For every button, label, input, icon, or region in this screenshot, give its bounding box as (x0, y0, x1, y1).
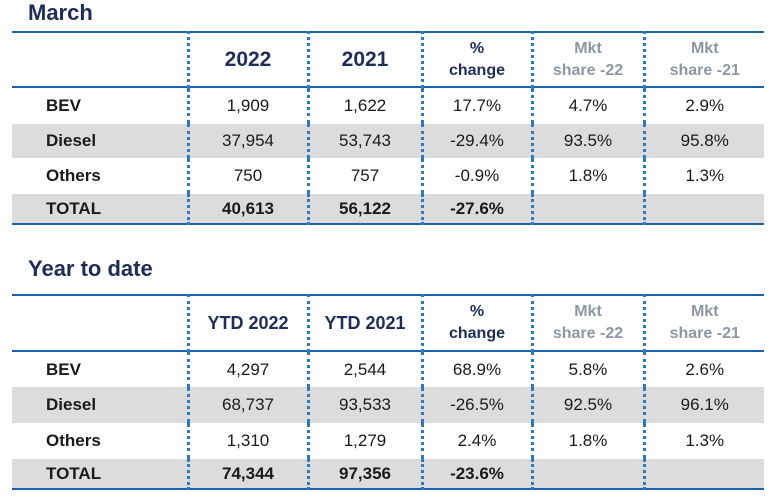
cell-mkt-21: 2.9% (642, 87, 764, 124)
table-row-total: TOTAL 74,344 97,356 -23.6% (12, 459, 764, 489)
cell-pct-change: -23.6% (420, 459, 532, 489)
cell-ytd-2022: 1,310 (186, 423, 308, 459)
ytd-table: YTD 2022 YTD 2021 % change Mkt share -22… (12, 294, 764, 490)
cell-mkt-22: 4.7% (530, 87, 644, 124)
mkt-share-22-header: Mkt share -22 (530, 295, 644, 352)
cell-2021: 1,622 (306, 87, 422, 124)
cell-pct-change: 68.9% (420, 351, 532, 387)
cell-mkt-22: 1.8% (530, 423, 644, 459)
table-row-bev: BEV 4,297 2,544 68.9% 5.8% 2.6% (12, 351, 764, 387)
header-row: 2022 2021 % change Mkt share -22 Mkt sha… (12, 32, 764, 88)
ytd-title: Year to date (28, 256, 153, 281)
table-row-diesel: Diesel 68,737 93,533 -26.5% 92.5% 96.1% (12, 387, 764, 423)
row-label: Others (46, 431, 101, 450)
row-label: Diesel (12, 387, 188, 423)
cell-mkt-22 (530, 194, 644, 224)
cell-ytd-2022: 68,737 (186, 387, 308, 423)
cell-mkt-22: 92.5% (530, 387, 644, 423)
row-label: BEV (46, 96, 81, 115)
cell-2021: 53,743 (306, 124, 422, 158)
mkt-word: Mkt (574, 39, 602, 57)
share-22-word: share -22 (552, 61, 624, 79)
cell-pct-change: -0.9% (420, 158, 532, 194)
share-21-word: share -21 (669, 61, 740, 79)
header-row: YTD 2022 YTD 2021 % change Mkt share -22… (12, 295, 764, 352)
cell-mkt-22: 1.8% (530, 158, 644, 194)
pct-change-header: % change (420, 295, 532, 352)
row-label: Diesel (12, 124, 188, 158)
mkt-share-21-header: Mkt share -21 (642, 295, 764, 352)
pct-change-header: % change (420, 32, 532, 88)
cell-ytd-2022: 74,344 (186, 459, 308, 489)
pct-symbol: % (469, 39, 485, 57)
mkt-word: Mkt (690, 39, 719, 57)
cell-mkt-21 (642, 459, 764, 489)
cell-2021: 56,122 (306, 194, 422, 224)
cell-2022: 750 (186, 158, 308, 194)
cell-ytd-2022: 4,297 (186, 351, 308, 387)
cell-mkt-21: 1.3% (642, 423, 764, 459)
table-row-others: Others 1,310 1,279 2.4% 1.8% 1.3% (12, 423, 764, 459)
mkt-share-22-header: Mkt share -22 (530, 32, 644, 88)
mkt-word: Mkt (574, 303, 602, 320)
cell-pct-change: 2.4% (420, 423, 532, 459)
cell-pct-change: -29.4% (420, 124, 532, 158)
row-label: Others (46, 166, 101, 185)
table-row-total: TOTAL 40,613 56,122 -27.6% (12, 194, 764, 224)
share-21-word: share -21 (669, 325, 740, 342)
cell-ytd-2021: 1,279 (306, 423, 422, 459)
mkt-share-21-header: Mkt share -21 (642, 32, 764, 88)
col-2022-header: 2022 (186, 32, 308, 88)
cell-pct-change: 17.7% (420, 87, 532, 124)
col-ytd-2021-header: YTD 2021 (306, 295, 422, 352)
cell-mkt-21: 96.1% (642, 387, 764, 423)
pct-change-word: change (448, 61, 505, 79)
pct-symbol: % (469, 303, 485, 320)
cell-mkt-22: 93.5% (530, 124, 644, 158)
cell-ytd-2021: 97,356 (306, 459, 422, 489)
table-row-diesel: Diesel 37,954 53,743 -29.4% 93.5% 95.8% (12, 124, 764, 158)
cell-mkt-22 (530, 459, 644, 489)
cell-2022: 1,909 (186, 87, 308, 124)
label-header (12, 295, 188, 352)
table-row-bev: BEV 1,909 1,622 17.7% 4.7% 2.9% (12, 87, 764, 124)
col-ytd-2022-header: YTD 2022 (186, 295, 308, 352)
cell-mkt-22: 5.8% (530, 351, 644, 387)
mkt-word: Mkt (690, 303, 719, 320)
cell-mkt-21 (642, 194, 764, 224)
march-title: March (28, 0, 93, 25)
cell-pct-change: -26.5% (420, 387, 532, 423)
row-label: BEV (46, 359, 81, 379)
cell-mkt-21: 2.6% (642, 351, 764, 387)
table-row-others: Others 750 757 -0.9% 1.8% 1.3% (12, 158, 764, 194)
label-header (12, 32, 188, 88)
pct-change-word: change (448, 325, 505, 342)
march-table: 2022 2021 % change Mkt share -22 Mkt sha… (12, 31, 764, 225)
row-label: TOTAL (12, 459, 188, 489)
share-22-word: share -22 (552, 325, 624, 342)
cell-ytd-2021: 2,544 (306, 351, 422, 387)
cell-mkt-21: 1.3% (642, 158, 764, 194)
cell-2022: 40,613 (186, 194, 308, 224)
row-label: TOTAL (12, 194, 188, 224)
col-2021-header: 2021 (306, 32, 422, 88)
cell-mkt-21: 95.8% (642, 124, 764, 158)
cell-2022: 37,954 (186, 124, 308, 158)
cell-2021: 757 (306, 158, 422, 194)
cell-pct-change: -27.6% (420, 194, 532, 224)
cell-ytd-2021: 93,533 (306, 387, 422, 423)
